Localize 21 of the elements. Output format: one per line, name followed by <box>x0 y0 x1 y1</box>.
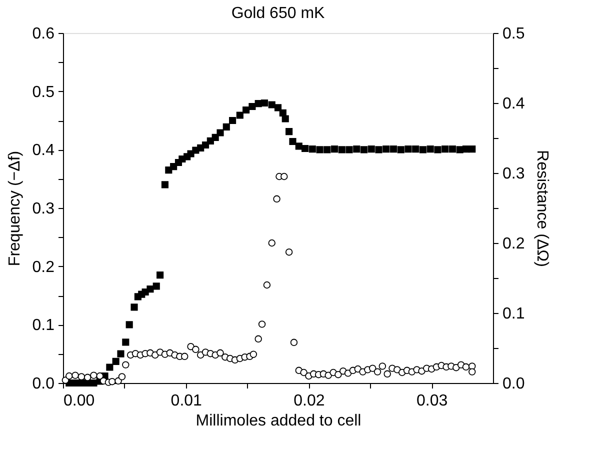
y2-tick-label: 0.3 <box>502 166 525 182</box>
y2-tick-label: 0.0 <box>502 376 525 392</box>
y-tick-label: 0.1 <box>32 317 55 334</box>
y2-tick-label: 0.2 <box>502 236 525 252</box>
y-tick-label: 0.6 <box>32 26 55 42</box>
x-tick-label: 0.03 <box>416 392 448 410</box>
x-tick-label: 0.00 <box>64 392 95 410</box>
x-tick-label: 0.01 <box>170 392 202 410</box>
x-tick-label: 0.02 <box>294 392 325 410</box>
y-tick-label: 0.0 <box>32 376 55 392</box>
y2-axis-title: Resistance (ΔΩ) <box>534 150 551 267</box>
y-tick-label: 0.5 <box>32 84 55 101</box>
y-tick-label: 0.3 <box>32 200 55 218</box>
y2-tick-label: 0.1 <box>502 306 525 322</box>
y-axis-title: Frequency (−Δf) <box>6 150 24 266</box>
x-axis-title: Millimoles added to cell <box>196 412 362 430</box>
y-tick-label: 0.2 <box>32 258 55 276</box>
chart-title: Gold 650 mK <box>231 5 326 22</box>
y2-tick-label: 0.4 <box>502 96 525 112</box>
y2-tick-label: 0.5 <box>502 26 525 42</box>
y-tick-label: 0.4 <box>32 142 55 160</box>
